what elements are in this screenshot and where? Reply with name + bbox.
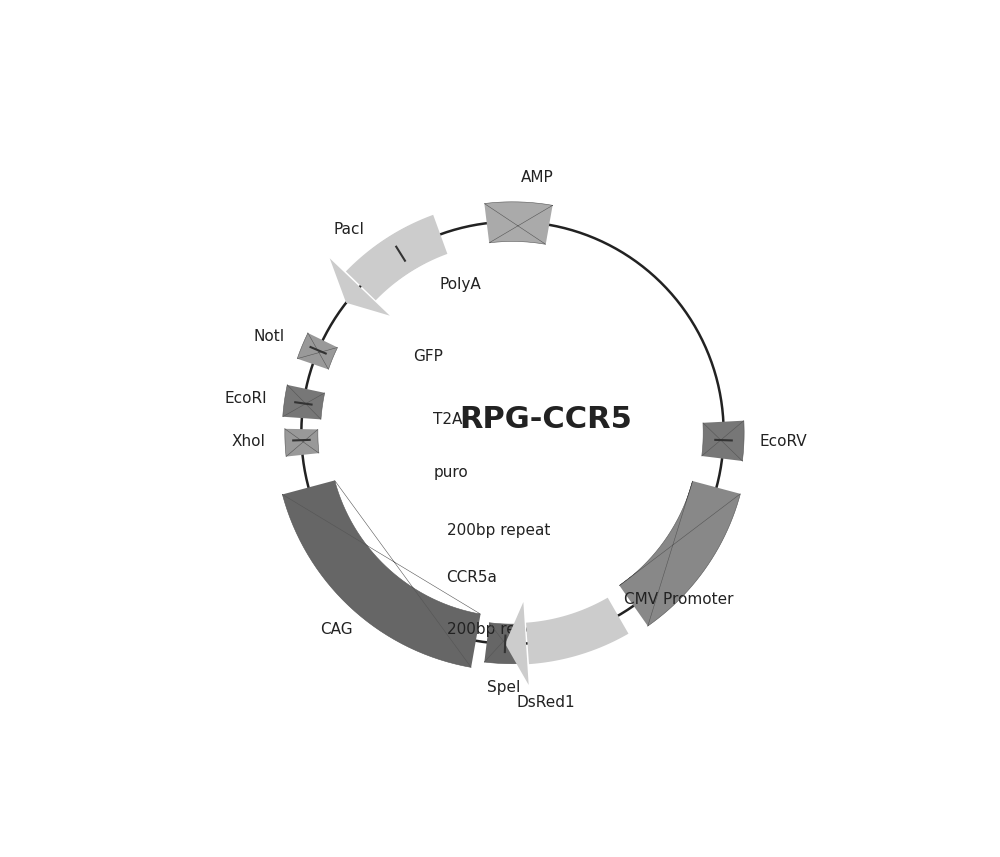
Polygon shape	[370, 227, 426, 282]
Text: RPG-CCR5: RPG-CCR5	[459, 405, 632, 434]
Text: SpeI: SpeI	[487, 680, 521, 695]
Text: PacI: PacI	[334, 222, 365, 237]
Polygon shape	[484, 202, 553, 244]
Text: GFP: GFP	[414, 350, 443, 364]
Text: T2A: T2A	[433, 412, 463, 427]
Polygon shape	[346, 215, 447, 300]
Polygon shape	[282, 481, 481, 668]
Polygon shape	[330, 258, 390, 315]
Text: PolyA: PolyA	[440, 277, 482, 292]
Text: AMP: AMP	[521, 171, 554, 185]
Text: DsRed1: DsRed1	[516, 695, 575, 710]
Text: EcoRV: EcoRV	[760, 434, 807, 449]
Polygon shape	[702, 421, 744, 461]
Text: CAG: CAG	[320, 622, 352, 637]
Polygon shape	[505, 602, 529, 685]
Polygon shape	[283, 385, 325, 419]
Text: CMV Promoter: CMV Promoter	[624, 592, 734, 607]
Text: puro: puro	[433, 464, 468, 480]
Polygon shape	[285, 428, 319, 457]
Text: 200bp repeat: 200bp repeat	[447, 622, 550, 637]
Text: XhoI: XhoI	[231, 434, 265, 449]
Text: CCR5a: CCR5a	[447, 571, 497, 585]
Polygon shape	[297, 333, 338, 369]
Polygon shape	[619, 481, 740, 626]
Polygon shape	[526, 597, 628, 664]
Polygon shape	[484, 623, 521, 664]
Text: EcoRI: EcoRI	[225, 391, 267, 406]
Text: 200bp repeat: 200bp repeat	[447, 523, 550, 538]
Text: NotI: NotI	[253, 328, 285, 344]
